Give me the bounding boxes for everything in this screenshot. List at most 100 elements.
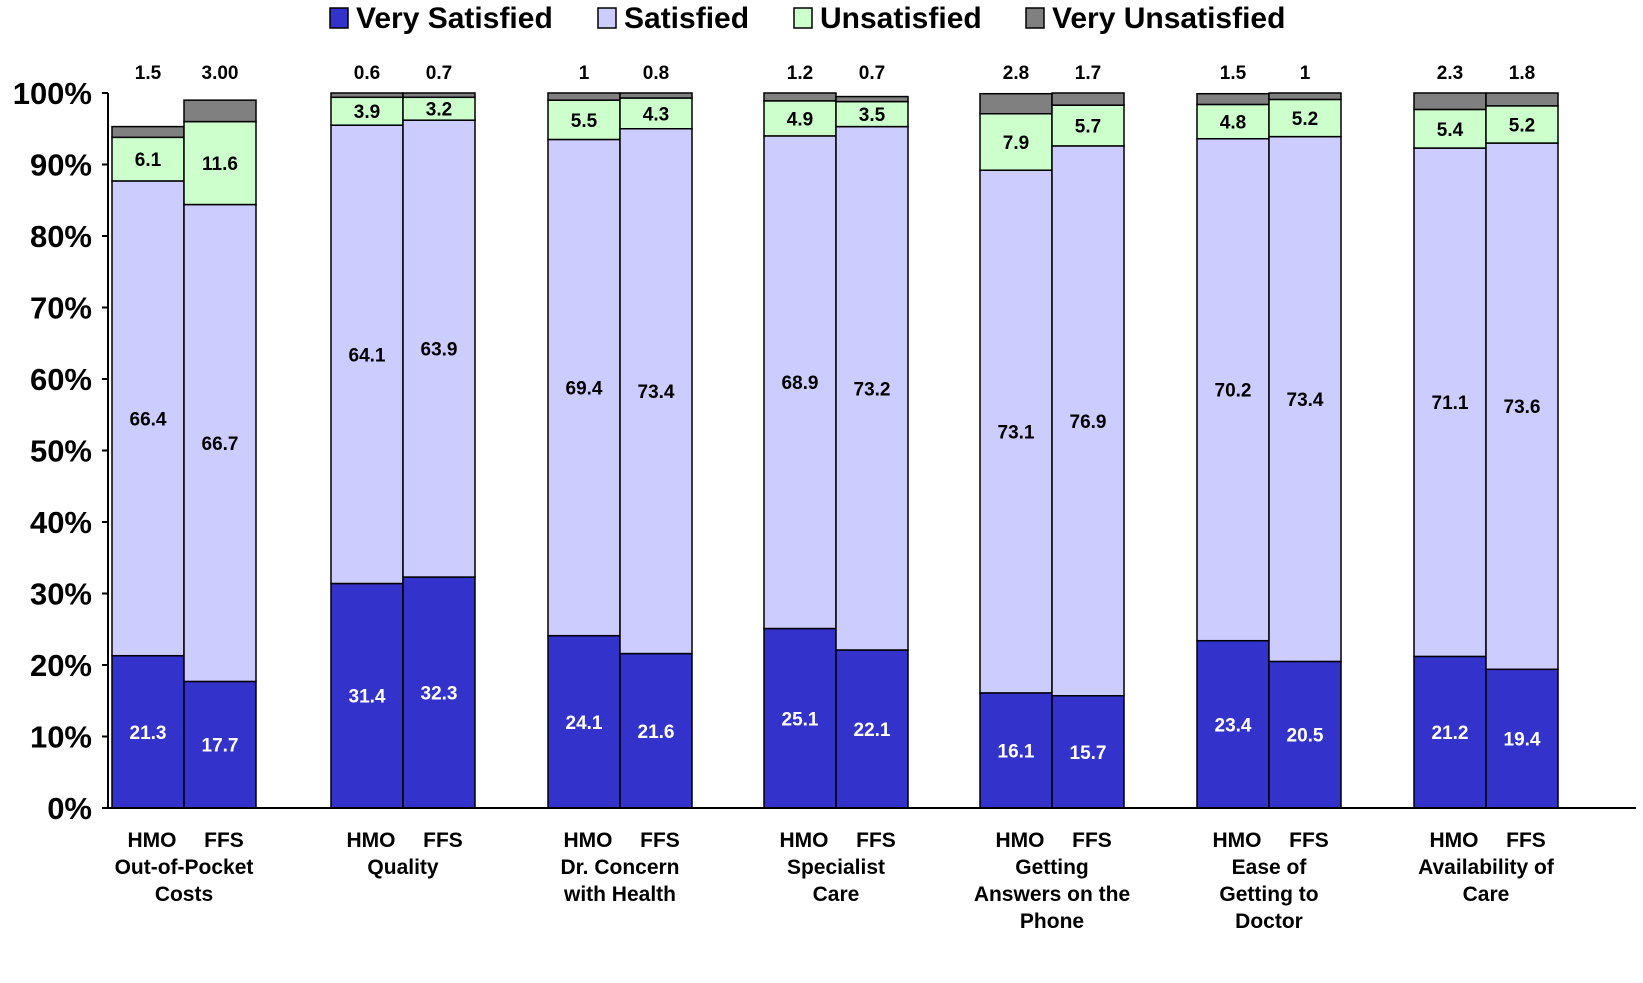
bar-segment (547, 634, 621, 809)
data-label: 2.8 (1003, 63, 1029, 84)
bar-segment (330, 582, 404, 809)
bars: 21.3 66.4 6.1 1.5 17.7 66.7 11.6 3.00 31.4 64.1 3.… (111, 63, 1559, 809)
bar-segment (619, 652, 693, 809)
bar-segment (402, 92, 476, 99)
data-label: 24.1 (566, 713, 603, 734)
data-label: 5.2 (1292, 109, 1318, 130)
bar-segment (979, 692, 1053, 809)
data-label: 63.9 (421, 340, 458, 361)
category-label: Availability of (1418, 856, 1555, 879)
bar-segment (835, 95, 909, 103)
bar-segment (763, 627, 837, 809)
category-label: Quality (367, 856, 439, 879)
data-label: 11.6 (202, 154, 238, 175)
data-label: 5.7 (1075, 117, 1101, 138)
y-tick-label: 90% (30, 148, 92, 183)
legend-label: Very Unsatisfied (1052, 2, 1285, 35)
y-tick-label: 60% (30, 362, 92, 397)
data-label: 4.9 (787, 109, 813, 130)
data-label: 68.9 (782, 373, 819, 394)
y-axis: 0% 10% 20% 30% 40% 50% 60% 70% 80% 90% 100% (13, 76, 109, 826)
data-label: 25.1 (782, 709, 819, 730)
category-label: Getting to (1219, 883, 1318, 906)
data-label: 5.5 (571, 111, 598, 132)
bar-group: 25.1 68.9 4.9 1.2 22.1 73.2 3.5 0.7 (763, 63, 909, 809)
data-label: 16.1 (998, 741, 1035, 762)
bar-segment (1485, 142, 1559, 671)
bar-segment (402, 576, 476, 809)
y-tick-label: 0% (47, 791, 92, 826)
bar-segment (547, 99, 621, 141)
x-tick-label: FFS (204, 829, 244, 852)
legend: Very Satisfied Satisfied Unsatisfied Very U… (329, 2, 1285, 35)
bar-segment (1413, 108, 1487, 149)
bar-segment (1268, 98, 1342, 138)
data-label: 1.8 (1509, 63, 1535, 84)
data-label: 31.4 (349, 687, 386, 708)
bar-segment (547, 92, 621, 101)
y-tick-label: 30% (30, 577, 92, 612)
legend-swatch (793, 7, 813, 29)
bar-group: 21.2 71.1 5.4 2.3 19.4 73.6 5.2 1.8 (1413, 63, 1559, 809)
data-label: 66.7 (202, 434, 239, 455)
data-label: 0.6 (354, 63, 380, 84)
bar-segment (619, 92, 693, 99)
data-label: 0.7 (859, 63, 885, 84)
category-label: Specialist (787, 856, 885, 879)
category-label: Care (813, 883, 860, 906)
category-label: Ease of (1232, 856, 1308, 879)
bar-segment (835, 125, 909, 651)
data-label: 0.8 (643, 63, 669, 84)
category-label: Care (1463, 883, 1510, 906)
bar-segment (402, 119, 476, 578)
bar-segment (1413, 147, 1487, 658)
data-label: 73.6 (1504, 397, 1541, 418)
x-axis: HMO FFS Out-of-Pocket Costs HMO FFS Quality HMO… (108, 807, 1636, 933)
legend-swatch (1025, 7, 1045, 29)
bar-segment (1196, 92, 1270, 106)
bar-segment (1268, 92, 1342, 101)
data-label: 1 (1300, 63, 1311, 84)
data-label: 69.4 (566, 379, 603, 400)
bar-segment (1413, 92, 1487, 111)
data-label: 3.2 (426, 100, 452, 121)
data-label: 71.1 (1432, 393, 1469, 414)
bar-segment (183, 120, 257, 206)
data-label: 4.3 (643, 104, 669, 125)
bar-segment (979, 92, 1053, 115)
data-label: 73.4 (638, 382, 675, 403)
x-tick-label: FFS (1072, 829, 1112, 852)
bar-segment (763, 135, 837, 630)
data-label: 6.1 (135, 150, 162, 171)
bar-segment (835, 649, 909, 809)
data-label: 5.2 (1509, 115, 1535, 136)
bar-segment (835, 100, 909, 128)
data-label: 21.6 (638, 722, 675, 743)
data-label: 15.7 (1070, 743, 1107, 764)
legend-label: Satisfied (624, 2, 749, 35)
bar-segment (183, 99, 257, 123)
category-label: with Health (563, 883, 676, 906)
data-label: 17.7 (202, 736, 239, 757)
bar-segment (1485, 92, 1559, 107)
bar-segment (763, 92, 837, 102)
category-label: Phone (1020, 910, 1084, 933)
data-label: 73.1 (998, 423, 1035, 444)
bar-segment (1485, 105, 1559, 144)
data-label: 1 (579, 63, 590, 84)
data-label: 2.3 (1437, 63, 1463, 84)
data-label: 73.2 (854, 379, 891, 400)
legend-label: Very Satisfied (356, 2, 553, 35)
bar-segment (619, 128, 693, 655)
data-label: 21.2 (1432, 723, 1469, 744)
data-label: 76.9 (1070, 412, 1107, 433)
bar-group: 16.1 73.1 7.9 2.8 15.7 76.9 5.7 1.7 (979, 63, 1125, 809)
bar-segment (547, 138, 621, 637)
data-label: 19.4 (1504, 730, 1541, 751)
data-label: 1.2 (787, 63, 813, 84)
data-label: 1.5 (1220, 63, 1247, 84)
y-tick-label: 80% (30, 219, 92, 254)
x-tick-label: HMO (1430, 829, 1479, 852)
